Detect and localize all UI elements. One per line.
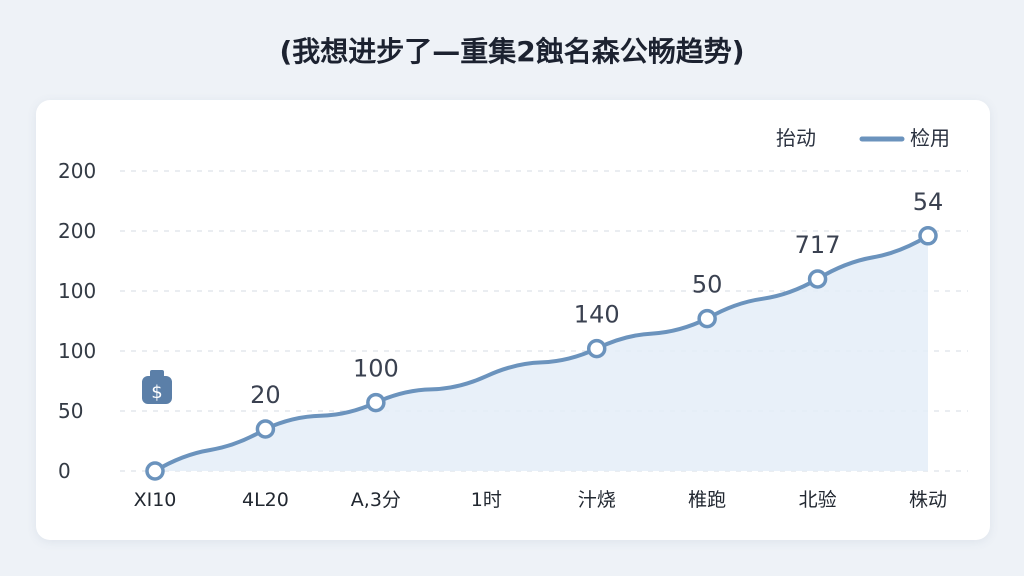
data-label: 100 <box>353 355 399 383</box>
money-bag-icon: $ <box>142 370 172 404</box>
data-point <box>586 338 607 359</box>
x-tick-label: 北验 <box>799 489 837 511</box>
y-tick-label: 0 <box>58 459 71 483</box>
legend-label-2: 检用 <box>910 126 950 150</box>
svg-text:$: $ <box>151 382 162 403</box>
x-tick-label: 1时 <box>471 489 502 511</box>
data-label: 50 <box>692 271 723 299</box>
series-line <box>153 234 930 473</box>
data-point <box>255 419 276 439</box>
data-point <box>697 308 717 329</box>
x-tick-label: 椎跑 <box>688 489 726 511</box>
data-point <box>145 461 165 481</box>
y-axis-ticks: 0 50 100 100 200 200 <box>58 159 96 483</box>
chart-title: (我想进步了—重集2蝕名森公畅趋势) <box>279 35 745 68</box>
x-tick-label: A,3分 <box>351 489 401 511</box>
x-tick-label: XI10 <box>134 489 177 511</box>
y-tick-label: 100 <box>58 279 96 303</box>
data-label: 717 <box>795 231 841 259</box>
x-axis-ticks: XI10 4L20 A,3分 1时 汁烧 椎跑 北验 株动 <box>134 489 947 511</box>
x-tick-label: 株动 <box>909 489 947 511</box>
y-tick-label: 200 <box>58 219 96 243</box>
data-labels: 20 100 140 50 717 54 <box>250 188 943 409</box>
x-tick-label: 4L20 <box>242 489 289 511</box>
x-tick-label: 汁烧 <box>578 489 616 511</box>
data-label: 140 <box>574 301 620 329</box>
legend-label-1: 抬动 <box>776 126 816 150</box>
series-markers <box>145 226 938 481</box>
data-point <box>366 392 386 413</box>
y-tick-label: 50 <box>58 399 83 423</box>
y-tick-label: 100 <box>58 339 96 363</box>
data-label: 54 <box>913 188 944 216</box>
y-tick-label: 200 <box>58 159 96 183</box>
data-label: 20 <box>250 381 281 409</box>
data-point <box>918 226 938 246</box>
data-point <box>807 269 828 289</box>
